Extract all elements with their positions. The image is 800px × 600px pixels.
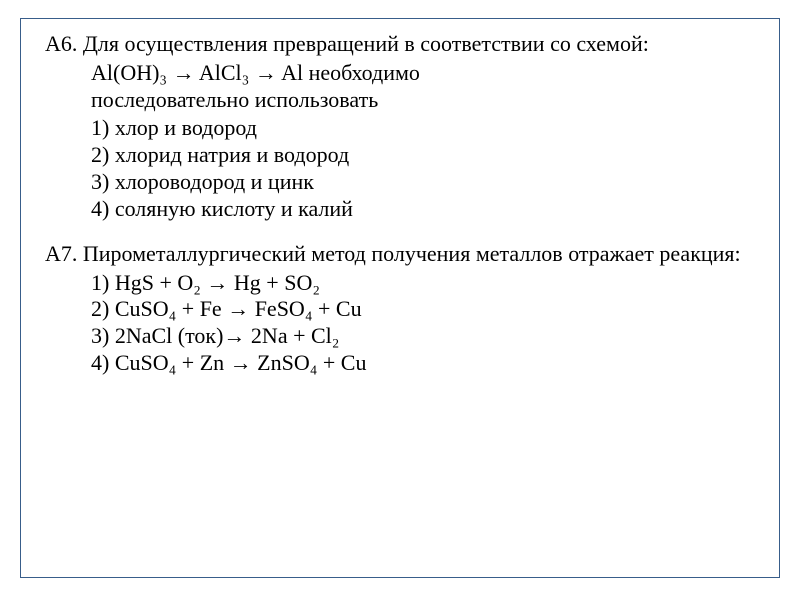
scheme-line-2: последовательно использовать: [91, 87, 755, 114]
question-title: А6. Для осуществления превращений в соот…: [45, 31, 755, 58]
question-a7: А7. Пирометаллургический метод получения…: [45, 241, 755, 377]
option-4: 4) CuSO₄ + Zn → ZnSO₄ + Cu: [91, 350, 755, 377]
question-stem-text: Пирометаллургический метод получения мет…: [83, 241, 741, 266]
slide: А6. Для осуществления превращений в соот…: [20, 18, 780, 578]
option-3: 3) 2NaCl (ток)→ 2Na + Cl₂: [91, 323, 755, 350]
option-1: 1) хлор и водород: [91, 115, 755, 142]
option-4: 4) соляную кислоту и калий: [91, 196, 755, 223]
scheme-line-1: Al(OH)₃ → AlCl₃ → Al необходимо: [91, 60, 755, 87]
question-number: А6.: [45, 31, 77, 56]
option-2: 2) хлорид натрия и водород: [91, 142, 755, 169]
question-stem-text: Для осуществления превращений в соответс…: [83, 31, 649, 56]
question-stem: А7. Пирометаллургический метод получения…: [45, 241, 755, 268]
question-scheme: Al(OH)₃ → AlCl₃ → Al необходимо последов…: [91, 60, 755, 114]
option-3: 3) хлороводород и цинк: [91, 169, 755, 196]
options-list: 1) хлор и водород 2) хлорид натрия и вод…: [91, 115, 755, 222]
question-number: А7.: [45, 241, 77, 266]
question-a6: А6. Для осуществления превращений в соот…: [45, 31, 755, 223]
question-stem: А6. Для осуществления превращений в соот…: [45, 31, 755, 58]
option-2: 2) CuSO₄ + Fe → FeSO₄ + Cu: [91, 296, 755, 323]
options-list: 1) HgS + O₂ → Hg + SO₂ 2) CuSO₄ + Fe → F…: [91, 270, 755, 377]
option-1: 1) HgS + O₂ → Hg + SO₂: [91, 270, 755, 297]
question-title: А7. Пирометаллургический метод получения…: [45, 241, 755, 268]
